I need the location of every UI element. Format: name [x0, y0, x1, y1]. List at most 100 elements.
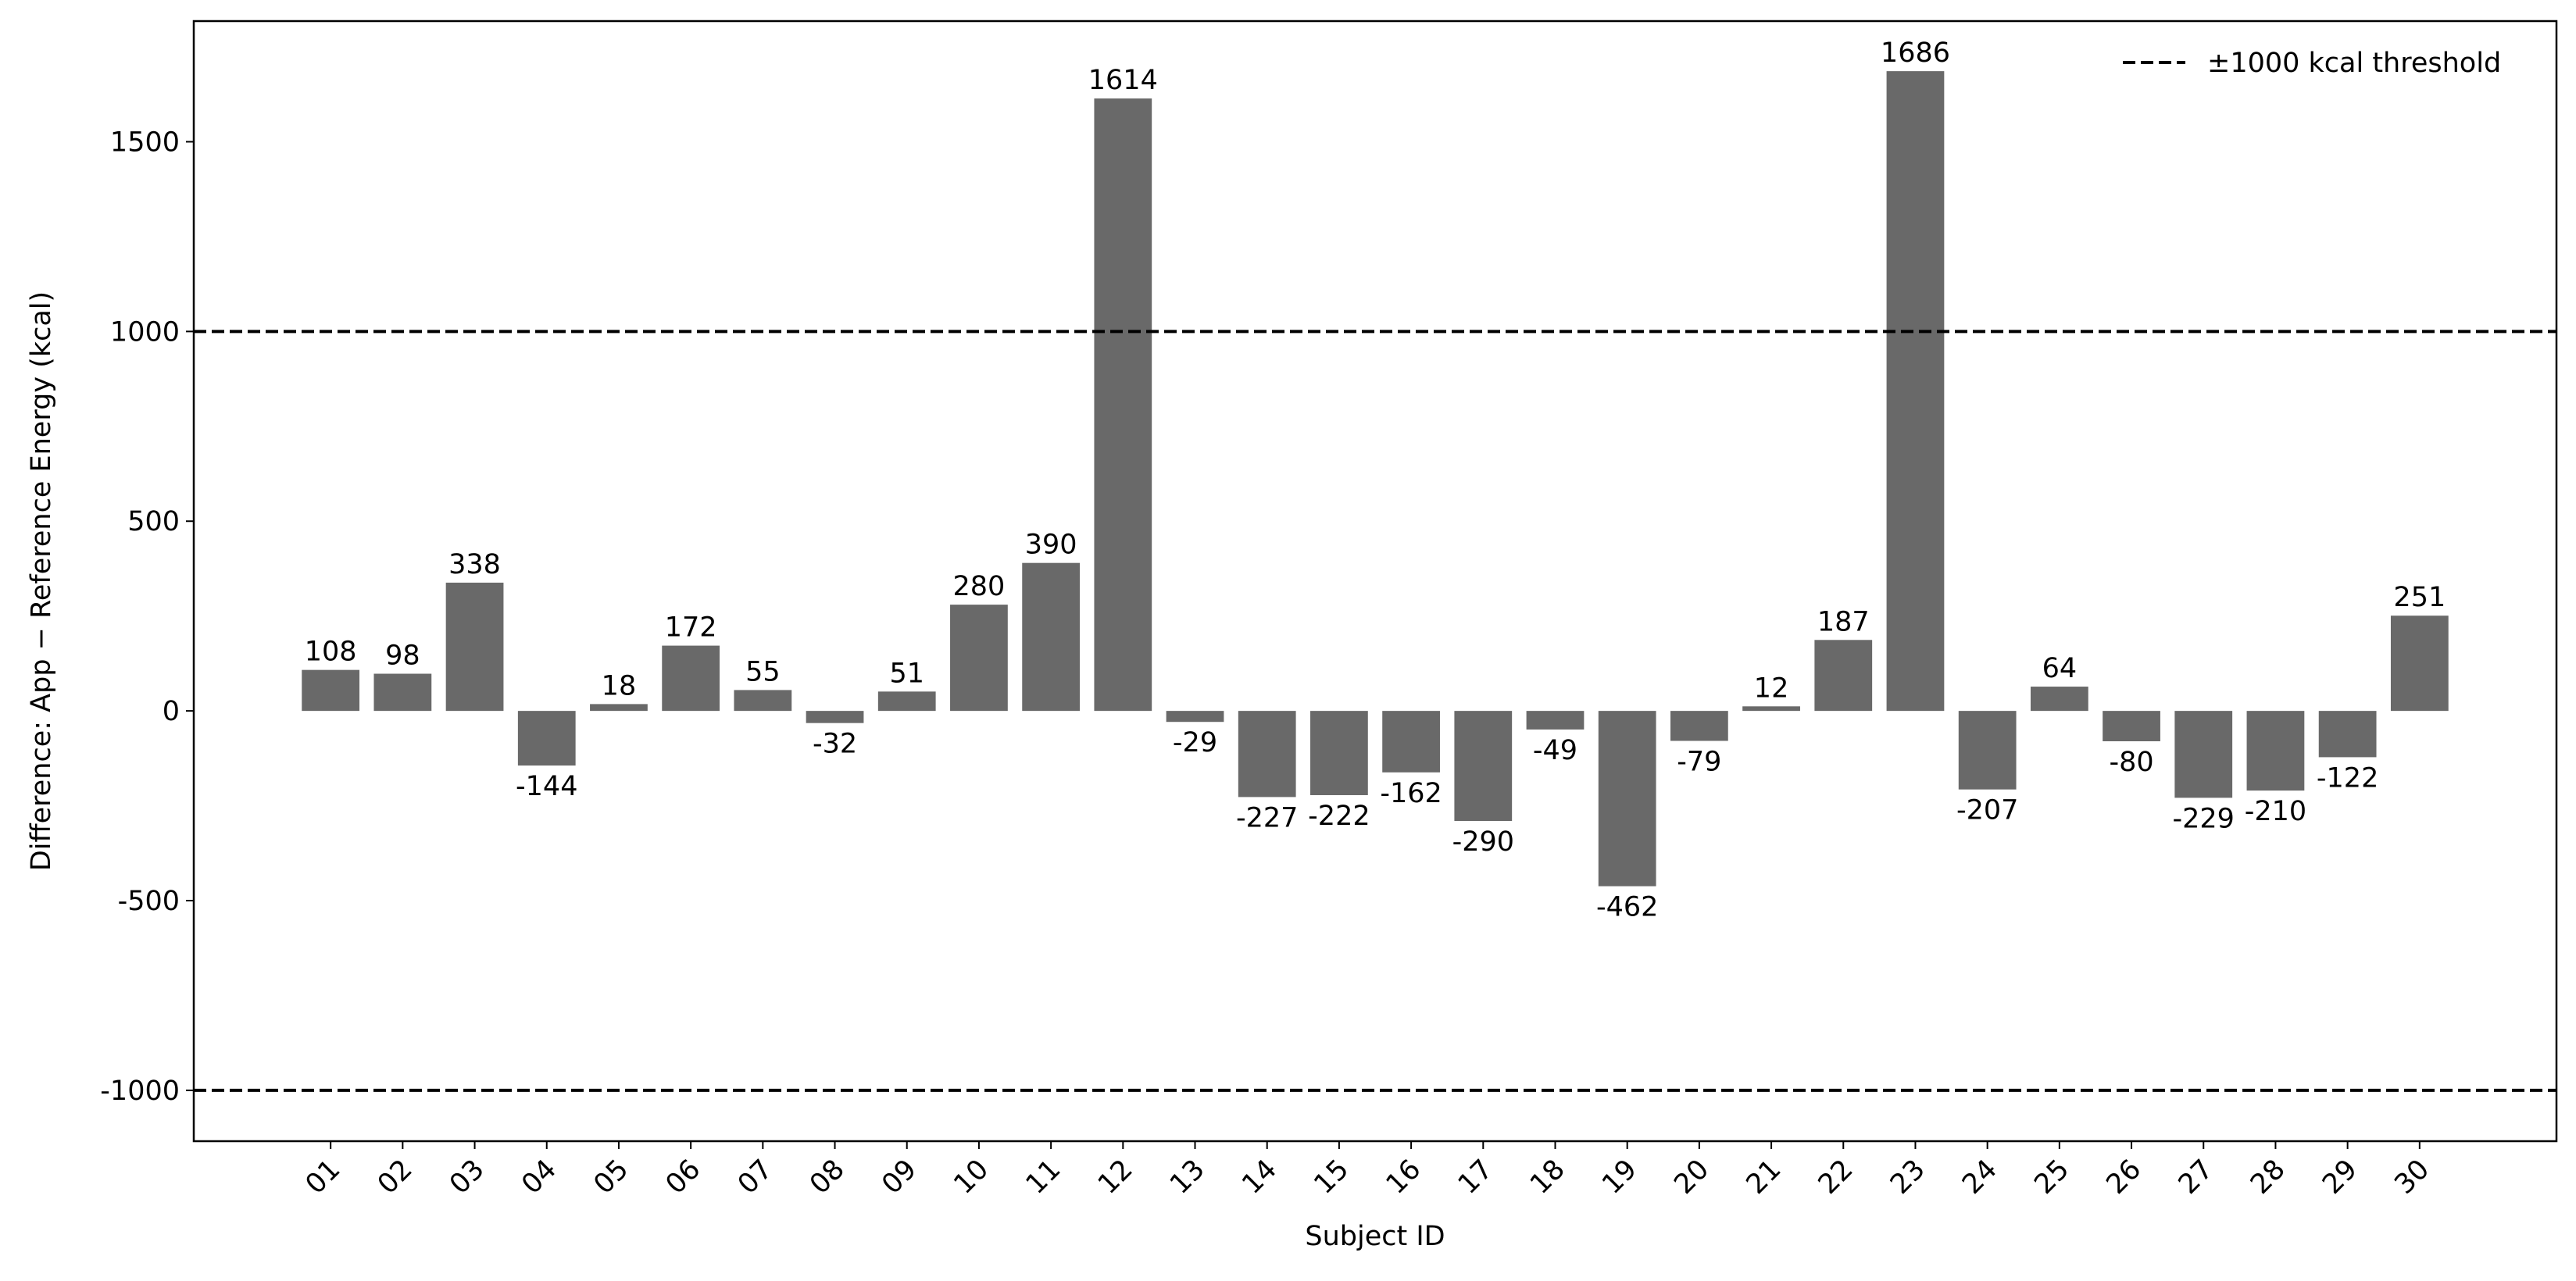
data-label: 64 — [2042, 653, 2078, 684]
bar — [1670, 711, 1728, 741]
data-label: 251 — [2393, 582, 2446, 613]
x-tick-label: 06 — [660, 1154, 707, 1201]
bar — [590, 704, 648, 712]
data-label: 280 — [953, 571, 1006, 602]
data-label: 55 — [745, 656, 781, 687]
x-tick-label: 02 — [372, 1154, 419, 1201]
bar — [662, 645, 720, 712]
bar — [1886, 71, 1945, 712]
x-tick-label: 25 — [2028, 1154, 2075, 1201]
plot-frame — [192, 20, 2558, 1143]
data-label: 187 — [1817, 606, 1870, 637]
bar — [1526, 711, 1585, 730]
bar — [1454, 711, 1513, 822]
x-tick-label: 29 — [2317, 1154, 2363, 1201]
data-label: -462 — [1596, 892, 1658, 923]
y-tick-label: 1500 — [110, 127, 180, 158]
bar — [734, 690, 792, 712]
legend-label: ±1000 kcal threshold — [2207, 48, 2501, 79]
y-tick-label: 500 — [127, 506, 180, 537]
x-tick-label: 03 — [444, 1154, 491, 1201]
data-label: -210 — [2245, 796, 2306, 827]
data-label: -227 — [1236, 802, 1298, 833]
bar — [2246, 711, 2305, 791]
bar — [1238, 711, 1296, 798]
x-tick-label: 22 — [1813, 1154, 1860, 1201]
bar — [1598, 711, 1656, 887]
data-label: -29 — [1173, 727, 1217, 758]
y-tick-label: -1000 — [100, 1076, 180, 1107]
data-label: 390 — [1025, 530, 1077, 561]
x-tick-label: 09 — [876, 1154, 923, 1201]
bar — [950, 605, 1008, 712]
y-tick-label: 1000 — [110, 316, 180, 348]
bar — [2103, 711, 2160, 741]
data-label: -80 — [2109, 747, 2153, 778]
x-tick-label: 04 — [516, 1154, 563, 1201]
bar — [1742, 706, 1800, 712]
data-label: 172 — [665, 612, 717, 644]
data-label: 51 — [889, 658, 924, 689]
x-tick-label: 14 — [1236, 1154, 1283, 1201]
data-label: -207 — [1956, 795, 2018, 826]
x-tick-label: 15 — [1308, 1154, 1355, 1201]
x-tick-label: 07 — [732, 1154, 779, 1201]
x-tick-label: 20 — [1668, 1154, 1715, 1201]
x-tick-label: 21 — [1741, 1154, 1788, 1201]
bar — [1382, 711, 1440, 773]
bar — [2030, 687, 2088, 712]
bar — [1022, 562, 1080, 712]
bar — [1094, 98, 1152, 712]
bar — [1814, 640, 1873, 712]
y-tick-label: 0 — [163, 696, 180, 727]
bar — [1310, 711, 1368, 795]
y-axis-label: Difference: App − Reference Energy (kcal… — [26, 291, 57, 871]
data-label: 98 — [385, 640, 420, 672]
x-tick-label: 16 — [1381, 1154, 1427, 1201]
x-tick-label: 23 — [1885, 1154, 1931, 1201]
x-tick-label: 26 — [2101, 1154, 2148, 1201]
data-label: 18 — [602, 670, 637, 701]
x-tick-label: 28 — [2245, 1154, 2292, 1201]
y-tick-label: -500 — [118, 886, 180, 917]
x-tick-label: 05 — [588, 1154, 635, 1201]
x-tick-label: 18 — [1524, 1154, 1571, 1201]
bar — [517, 711, 576, 766]
data-label: -32 — [813, 729, 857, 760]
x-tick-label: 17 — [1452, 1154, 1499, 1201]
x-tick-label: 24 — [1956, 1154, 2003, 1201]
data-label: 338 — [448, 549, 501, 580]
data-label: 1686 — [1881, 37, 1950, 69]
data-label: -229 — [2173, 803, 2235, 834]
x-tick-label: 08 — [804, 1154, 851, 1201]
x-tick-label: 30 — [2388, 1154, 2435, 1201]
x-tick-label: 10 — [949, 1154, 995, 1201]
x-tick-label: 27 — [2173, 1154, 2220, 1201]
data-label: -290 — [1452, 826, 1514, 858]
bar — [1166, 711, 1224, 723]
bar — [445, 582, 504, 712]
bar — [806, 711, 864, 723]
data-label: -49 — [1533, 735, 1577, 766]
bar — [302, 669, 360, 712]
bar — [877, 691, 936, 712]
data-label: -162 — [1380, 778, 1442, 809]
x-axis-label: Subject ID — [1305, 1221, 1445, 1252]
data-label: -144 — [516, 771, 577, 802]
bar — [2318, 711, 2377, 758]
bar — [373, 673, 432, 712]
data-label: -222 — [1308, 801, 1370, 832]
data-label: -79 — [1677, 747, 1721, 778]
bar — [1958, 711, 2017, 790]
x-tick-label: 12 — [1092, 1154, 1139, 1201]
data-label: 1614 — [1088, 65, 1158, 96]
x-tick-label: 19 — [1596, 1154, 1643, 1201]
bar — [2390, 616, 2449, 712]
data-label: 108 — [305, 637, 357, 668]
x-tick-label: 11 — [1020, 1154, 1067, 1201]
x-tick-label: 13 — [1164, 1154, 1211, 1201]
x-tick-label: 01 — [300, 1154, 347, 1201]
data-label: -122 — [2317, 762, 2378, 794]
